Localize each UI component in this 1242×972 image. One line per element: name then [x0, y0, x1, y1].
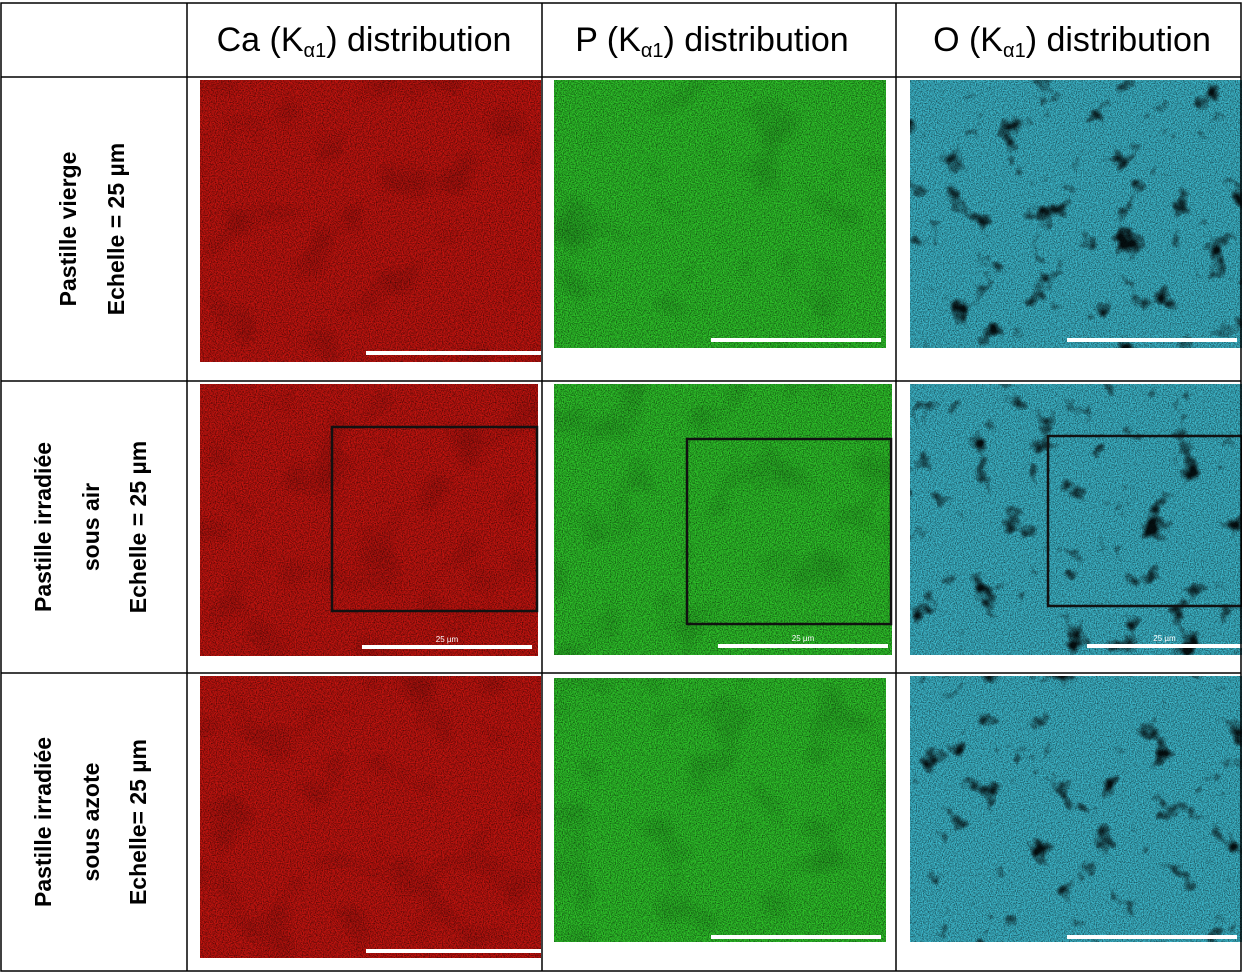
- row-label: Pastille vierge: [55, 152, 81, 307]
- ca-map: [200, 676, 541, 958]
- header-sub: α1: [304, 40, 327, 62]
- column-header: P (Kα1) distribution: [575, 21, 848, 62]
- map-blotches: [200, 384, 538, 656]
- map-blotches: [554, 80, 886, 348]
- header-sub: α1: [1003, 40, 1026, 62]
- row-label: Echelle = 25 µm: [125, 441, 151, 613]
- map-blotches: [910, 676, 1242, 942]
- row-label: sous air: [78, 483, 104, 571]
- scale-label: 25 µm: [1153, 634, 1176, 643]
- o-map: 25 µm: [910, 384, 1242, 655]
- region-box: [685, 437, 893, 626]
- map-blotches: [554, 384, 892, 655]
- header-suffix: ) distribution: [664, 21, 849, 59]
- map-blotches: [200, 80, 541, 362]
- row-label: Echelle= 25 µm: [125, 739, 151, 905]
- header-prefix: O (K: [933, 21, 1003, 59]
- header-prefix: Ca (K: [217, 21, 304, 59]
- column-header: O (Kα1) distribution: [933, 21, 1211, 62]
- header-prefix: P (K: [575, 21, 641, 59]
- p-map: [554, 678, 886, 942]
- row-label: sous azote: [78, 763, 104, 882]
- o-map: [910, 80, 1242, 348]
- header-suffix: ) distribution: [326, 21, 511, 59]
- region-box: [330, 425, 539, 613]
- row-label: Echelle = 25 µm: [103, 143, 129, 315]
- p-map: 25 µm: [554, 384, 893, 655]
- header-suffix: ) distribution: [1026, 21, 1211, 59]
- map-blotches: [554, 678, 886, 942]
- row-label: Pastille irradiée: [30, 442, 56, 612]
- scale-label: 25 µm: [792, 634, 815, 643]
- header-sub: α1: [641, 40, 664, 62]
- map-blotches: [910, 384, 1242, 655]
- o-map: [910, 676, 1242, 942]
- ca-map: [200, 80, 541, 362]
- row-label: Pastille irradiée: [30, 737, 56, 907]
- ca-map: 25 µm: [200, 384, 539, 656]
- column-header: Ca (Kα1) distribution: [217, 21, 512, 62]
- scale-label: 25 µm: [436, 635, 459, 644]
- map-blotches: [910, 80, 1242, 348]
- p-map: [554, 80, 886, 348]
- region-box: [1046, 434, 1242, 608]
- map-blotches: [200, 676, 541, 958]
